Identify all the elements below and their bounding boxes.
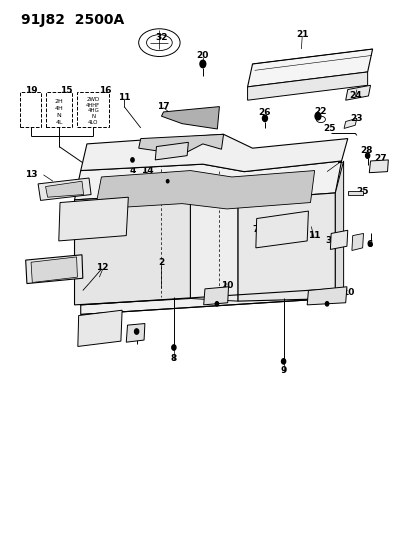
Circle shape — [199, 60, 205, 68]
Text: 24: 24 — [349, 92, 361, 100]
Text: 26: 26 — [258, 109, 271, 117]
Circle shape — [171, 345, 176, 350]
Text: 29: 29 — [162, 173, 175, 181]
Text: 23: 23 — [349, 114, 361, 123]
Text: 2: 2 — [158, 258, 164, 266]
Polygon shape — [255, 211, 308, 248]
Text: 28: 28 — [359, 146, 372, 155]
Circle shape — [215, 302, 218, 306]
Text: 4H: 4H — [55, 106, 64, 111]
Text: 4HG: 4HG — [87, 108, 99, 113]
Text: 8: 8 — [170, 354, 177, 362]
Text: 5: 5 — [350, 240, 356, 248]
Text: 25: 25 — [322, 125, 335, 133]
Text: 11: 11 — [118, 93, 130, 101]
Text: 1: 1 — [335, 157, 342, 165]
Polygon shape — [95, 171, 314, 209]
Circle shape — [134, 329, 138, 334]
Polygon shape — [74, 161, 341, 200]
Polygon shape — [345, 85, 370, 100]
Text: 32: 32 — [155, 33, 167, 42]
Text: 12: 12 — [96, 263, 109, 272]
Text: 20: 20 — [196, 52, 209, 60]
Text: 18: 18 — [173, 145, 186, 154]
Polygon shape — [368, 160, 387, 173]
Polygon shape — [74, 193, 190, 305]
Text: 9: 9 — [280, 366, 286, 375]
Circle shape — [131, 158, 134, 162]
Text: 19: 19 — [25, 86, 37, 95]
Text: 14: 14 — [140, 166, 153, 175]
Text: N: N — [91, 114, 95, 119]
Text: 30: 30 — [324, 237, 337, 245]
Circle shape — [314, 112, 320, 120]
Polygon shape — [138, 134, 223, 155]
Polygon shape — [155, 142, 188, 160]
Polygon shape — [330, 230, 347, 249]
Polygon shape — [59, 197, 128, 241]
Polygon shape — [190, 193, 237, 301]
Circle shape — [166, 180, 169, 183]
Polygon shape — [45, 181, 83, 197]
Text: 3: 3 — [104, 329, 111, 337]
Polygon shape — [203, 287, 228, 305]
Text: 6: 6 — [365, 240, 372, 248]
Text: 4HHF: 4HHF — [86, 102, 100, 108]
Bar — [20, 92, 41, 127]
Polygon shape — [78, 310, 122, 346]
Polygon shape — [347, 191, 363, 195]
Text: 10: 10 — [341, 288, 353, 296]
Text: 17: 17 — [157, 102, 169, 111]
Bar — [46, 92, 72, 127]
Text: 7: 7 — [252, 225, 259, 233]
Text: 2WD: 2WD — [86, 96, 100, 102]
Text: 31: 31 — [28, 268, 40, 276]
Polygon shape — [126, 324, 145, 342]
Polygon shape — [343, 118, 356, 128]
Text: 4L: 4L — [55, 119, 63, 125]
Text: 15: 15 — [60, 86, 72, 95]
Polygon shape — [81, 289, 330, 314]
Text: 10: 10 — [220, 281, 233, 289]
Polygon shape — [306, 287, 346, 305]
Circle shape — [365, 153, 369, 158]
Polygon shape — [335, 161, 343, 298]
Text: 91J82  2500A: 91J82 2500A — [21, 13, 123, 27]
Text: 2H: 2H — [55, 99, 64, 104]
Text: 4: 4 — [129, 166, 135, 175]
Polygon shape — [81, 134, 347, 172]
Polygon shape — [38, 178, 91, 200]
Text: 11: 11 — [308, 231, 320, 240]
Circle shape — [368, 242, 371, 246]
Text: 4: 4 — [135, 327, 142, 336]
Polygon shape — [247, 72, 367, 100]
Circle shape — [281, 359, 285, 364]
Text: 11: 11 — [228, 150, 240, 159]
Polygon shape — [247, 49, 372, 87]
Polygon shape — [237, 193, 335, 301]
Text: 27: 27 — [374, 155, 386, 163]
Bar — [77, 92, 109, 127]
Polygon shape — [351, 233, 363, 251]
Text: 4LO: 4LO — [88, 119, 98, 125]
Text: 13: 13 — [25, 171, 37, 179]
Circle shape — [262, 115, 267, 122]
Text: 22: 22 — [314, 108, 326, 116]
Polygon shape — [31, 257, 77, 282]
Text: 16: 16 — [99, 86, 112, 95]
Circle shape — [325, 302, 328, 306]
Polygon shape — [26, 255, 83, 284]
Text: 21: 21 — [295, 30, 308, 39]
Polygon shape — [161, 107, 219, 129]
Text: N: N — [57, 112, 62, 118]
Text: 25: 25 — [355, 188, 368, 196]
